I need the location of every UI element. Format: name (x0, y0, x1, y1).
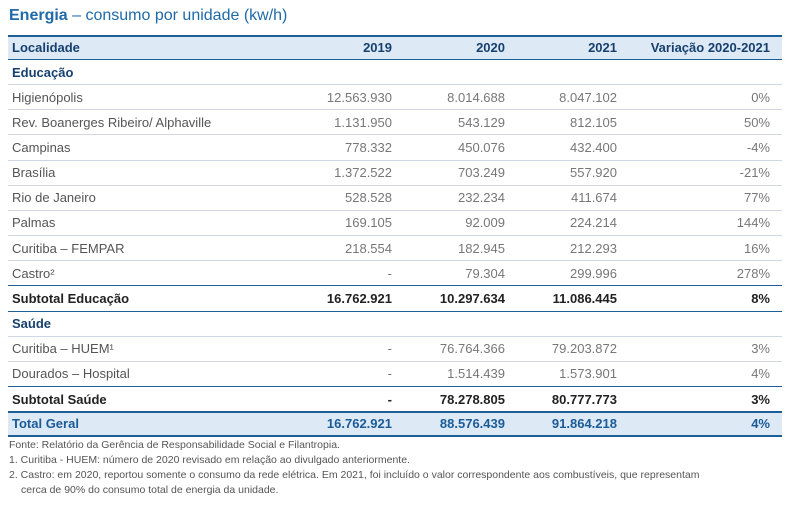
cell: 77% (743, 190, 770, 206)
data-row: Rio de Janeiro 528.528 232.234 411.674 77% (8, 184, 782, 211)
cell: 3% (751, 391, 770, 407)
cell: 76.764.366 (439, 341, 505, 357)
section-label: Educação (12, 64, 74, 80)
cell: 50% (743, 114, 770, 130)
cell: Variação 2020-2021 (650, 40, 770, 55)
data-row: Campinas 778.332 450.076 432.400 -4% (8, 134, 782, 160)
footnote: Fonte: Relatório da Gerência de Responsa… (9, 439, 340, 452)
data-row: Rev. Boanerges Ribeiro/ Alphaville 1.131.… (8, 109, 782, 135)
cell: 80.777.773 (551, 391, 617, 407)
cell: 218.554 (345, 240, 392, 256)
cell: 92.009 (465, 215, 505, 231)
cell: 432.400 (570, 140, 617, 155)
data-row: Higienópolis 12.563.930 8.014.688 8.047.102… (8, 84, 782, 110)
row-label: Castro² (12, 265, 55, 281)
cell: 91.864.218 (551, 416, 617, 432)
row-label: Palmas (12, 215, 56, 231)
cell: 2021 (588, 40, 617, 55)
cell: 1.372.522 (334, 165, 392, 181)
title-bold: Energia (9, 7, 68, 24)
cell: 411.674 (570, 190, 617, 206)
cell: - (387, 366, 392, 382)
row-label: Dourados – Hospital (12, 366, 130, 382)
cell: 79.203.872 (551, 341, 617, 357)
subtotal-row: Subtotal Educação 16.762.921 10.297.634 11.… (8, 285, 782, 311)
footnote: 1. Curitiba - HUEM: número de 2020 revis… (9, 454, 410, 467)
cell: 8.014.688 (447, 89, 505, 105)
cell: 0% (751, 89, 770, 105)
cell: 2019 (363, 40, 392, 55)
section-row: Educação (8, 59, 782, 85)
footnote: 2. Castro: em 2020, reportou somente o c… (9, 469, 700, 482)
cell: 12.563.930 (326, 89, 392, 105)
cell: 4% (751, 366, 770, 382)
cell: 557.920 (570, 165, 617, 181)
row-label: Rev. Boanerges Ribeiro/ Alphaville (12, 114, 212, 130)
cell: 16.762.921 (326, 416, 392, 432)
cell: - (387, 341, 392, 357)
row-label: Brasília (12, 165, 56, 181)
cell: 78.278.805 (439, 391, 505, 407)
row-label: Curitiba – HUEM¹ (12, 341, 114, 357)
cell: 4% (751, 416, 770, 432)
data-row: Curitiba – HUEM¹ - 76.764.366 79.203.872 3% (8, 335, 782, 362)
row-label: Localidade (12, 40, 80, 55)
footnote: cerca de 90% do consumo total de energia… (21, 484, 279, 497)
cell: - (387, 391, 392, 407)
cell: 278% (736, 265, 770, 281)
cell: -4% (746, 140, 770, 155)
cell: 79.304 (465, 265, 505, 281)
section-label: Saúde (12, 316, 52, 332)
cell: - (387, 265, 392, 281)
data-row: Dourados – Hospital - 1.514.439 1.573.901 4% (8, 360, 782, 387)
total-row: Total Geral 16.762.921 88.576.439 91.864.21… (8, 411, 782, 438)
cell: 212.293 (570, 240, 617, 256)
cell: 3% (751, 341, 770, 357)
row-label: Curitiba – FEMPAR (12, 240, 125, 256)
cell: 543.129 (458, 114, 505, 130)
cell: 528.528 (345, 190, 392, 206)
cell: -21% (739, 165, 770, 181)
cell: 450.076 (458, 140, 505, 155)
row-label: Subtotal Educação (12, 290, 130, 306)
row-label: Higienópolis (12, 89, 83, 105)
row-label: Subtotal Saúde (12, 391, 107, 407)
cell: 1.514.439 (447, 366, 505, 382)
cell: 144% (736, 215, 770, 231)
cell: 812.105 (570, 114, 617, 130)
cell: 16% (743, 240, 770, 256)
cell: 10.297.634 (439, 290, 505, 306)
cell: 169.105 (345, 215, 392, 231)
row-label: Rio de Janeiro (12, 190, 96, 206)
header-row: Localidade 2019 2020 2021 Variação 2020-2021 (8, 35, 782, 59)
row-label: Campinas (12, 140, 71, 155)
cell: 1.573.901 (559, 366, 617, 382)
cell: 778.332 (345, 140, 392, 155)
cell: 1.131.950 (334, 114, 392, 130)
title-rest: – consumo por unidade (kw/h) (72, 7, 288, 24)
cell: 224.214 (570, 215, 617, 231)
data-row: Curitiba – FEMPAR 218.554 182.945 212.293 16… (8, 235, 782, 261)
data-row: Palmas 169.105 92.009 224.214 144% (8, 209, 782, 236)
row-label: Total Geral (12, 416, 79, 432)
cell: 232.234 (458, 190, 505, 206)
data-row: Castro² - 79.304 299.996 278% (8, 260, 782, 286)
title: Energia – consumo por unidade (kw/h) (9, 6, 287, 26)
subtotal-row: Subtotal Saúde - 78.278.805 80.777.773 3% (8, 385, 782, 412)
cell: 88.576.439 (439, 416, 505, 432)
cell: 182.945 (458, 240, 505, 256)
cell: 299.996 (570, 265, 617, 281)
data-row: Brasília 1.372.522 703.249 557.920 -21% (8, 159, 782, 186)
cell: 8.047.102 (559, 89, 617, 105)
cell: 2020 (476, 40, 505, 55)
cell: 16.762.921 (326, 290, 392, 306)
section-row: Saúde (8, 310, 782, 337)
cell: 703.249 (458, 165, 505, 181)
cell: 11.086.445 (552, 290, 617, 306)
cell: 8% (751, 290, 770, 306)
